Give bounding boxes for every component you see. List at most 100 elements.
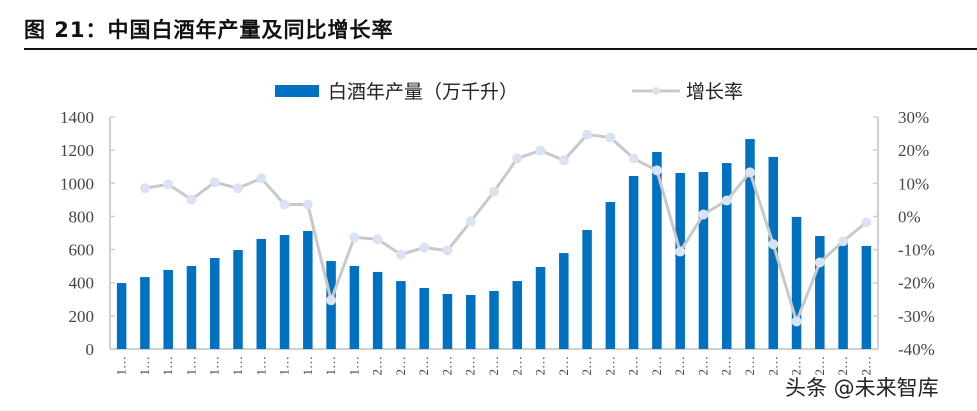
bar	[768, 156, 779, 349]
growth-point	[675, 246, 686, 257]
title-rule	[24, 48, 977, 50]
growth-point	[326, 295, 337, 306]
growth-point	[651, 165, 662, 176]
left-tick-label: 1200	[60, 141, 94, 160]
growth-point	[186, 194, 197, 205]
bars	[116, 139, 872, 349]
left-tick-label: 1000	[60, 174, 94, 193]
left-tick-label: 600	[69, 241, 95, 260]
watermark: 头条 @未来智库	[785, 376, 939, 400]
bar	[233, 250, 243, 349]
growth-line	[139, 129, 872, 327]
bar	[512, 281, 523, 349]
growth-point	[372, 234, 383, 245]
left-tick-label: 800	[69, 207, 95, 226]
x-tick-label: 2…	[742, 356, 757, 376]
bar	[465, 294, 476, 349]
growth-point	[861, 217, 872, 228]
figure-title: 图 21：中国白酒年产量及同比增长率	[24, 18, 394, 42]
growth-point	[302, 199, 313, 210]
x-tick-label: 1…	[137, 356, 152, 376]
growth-point	[791, 316, 802, 327]
bar	[535, 266, 546, 349]
legend-line-label: 增长率	[686, 81, 743, 103]
bar	[116, 283, 127, 349]
growth-point	[349, 232, 360, 243]
growth-point	[279, 199, 290, 210]
right-tick-label: 30%	[898, 108, 929, 127]
bar	[372, 271, 383, 349]
x-tick-label: 2…	[812, 356, 827, 376]
x-tick-label: 2…	[486, 356, 501, 376]
growth-point	[814, 257, 825, 268]
x-tick-label: 2…	[370, 356, 385, 376]
growth-line-path	[144, 132, 868, 327]
x-tick-labels: 1… 1… 1… 1… 1… 1… 1… 1… 1… 1… 1… 2… 2… 2… 2… 2… 2… 2… 2… 2……	[114, 356, 874, 376]
growth-point	[233, 183, 243, 194]
growth-point	[535, 145, 546, 156]
x-tick-label: 2…	[765, 356, 780, 376]
growth-point	[209, 177, 220, 188]
left-tick-label: 200	[69, 307, 95, 326]
bar	[582, 230, 592, 349]
x-tick-label: 1…	[300, 356, 315, 376]
x-tick-label: 2…	[695, 356, 710, 376]
x-tick-label: 2…	[602, 356, 617, 376]
x-tick-label: 1…	[207, 356, 222, 376]
right-tick-label: -40%	[898, 340, 935, 359]
x-tick-label: 1…	[323, 356, 338, 376]
bar	[163, 269, 173, 349]
legend-bar-swatch	[275, 85, 319, 97]
x-tick-label: 2…	[672, 356, 687, 376]
x-tick-label: 1…	[160, 356, 175, 376]
bar	[186, 265, 197, 349]
x-tick-label: 1…	[277, 356, 292, 376]
growth-point	[605, 132, 616, 143]
legend-bar-label: 白酒年产量（万千升）	[328, 81, 518, 103]
growth-point	[163, 179, 174, 190]
bar	[349, 265, 360, 349]
x-tick-label: 1…	[346, 356, 361, 376]
growth-point	[395, 249, 406, 260]
x-tick-label: 2…	[649, 356, 664, 376]
right-tick-label: 20%	[898, 141, 929, 160]
bar	[140, 277, 150, 349]
bar	[745, 139, 755, 349]
left-tick-label: 1400	[60, 108, 94, 127]
left-tick-label: 400	[69, 274, 95, 293]
bar	[721, 163, 732, 349]
bar	[698, 172, 709, 349]
x-tick-label: 2…	[556, 356, 571, 376]
x-tick-label: 2…	[835, 356, 850, 376]
growth-point	[721, 195, 732, 206]
bar	[861, 245, 872, 349]
growth-point	[465, 216, 476, 227]
right-tick-label: -30%	[898, 307, 935, 326]
x-tick-label: 2…	[719, 356, 734, 376]
bar	[396, 281, 406, 349]
growth-point	[745, 167, 755, 178]
bar	[256, 238, 267, 349]
x-tick-label: 1…	[183, 356, 198, 376]
x-tick-label: 2…	[393, 356, 408, 376]
x-tick-label: 2…	[463, 356, 478, 376]
bar	[209, 258, 220, 349]
x-tick-label: 2…	[789, 356, 804, 376]
growth-point	[419, 242, 430, 253]
legend: 白酒年产量（万千升） 增长率	[275, 81, 743, 103]
growth-point	[489, 186, 499, 197]
legend-line-marker	[652, 87, 660, 95]
x-tick-label: 1…	[230, 356, 245, 376]
bar	[489, 291, 499, 349]
axes: 0 200 400 600 800 1000 1200 1400 -40% -30% -20% -10…	[60, 108, 935, 359]
bar	[791, 216, 802, 349]
bar	[419, 288, 429, 349]
x-tick-label: 2…	[858, 356, 873, 376]
growth-point	[512, 153, 523, 164]
bar	[303, 231, 313, 349]
growth-point	[768, 239, 779, 250]
x-tick-label: 1…	[114, 356, 129, 376]
right-tick-label: -10%	[898, 241, 935, 260]
bar	[815, 235, 825, 349]
